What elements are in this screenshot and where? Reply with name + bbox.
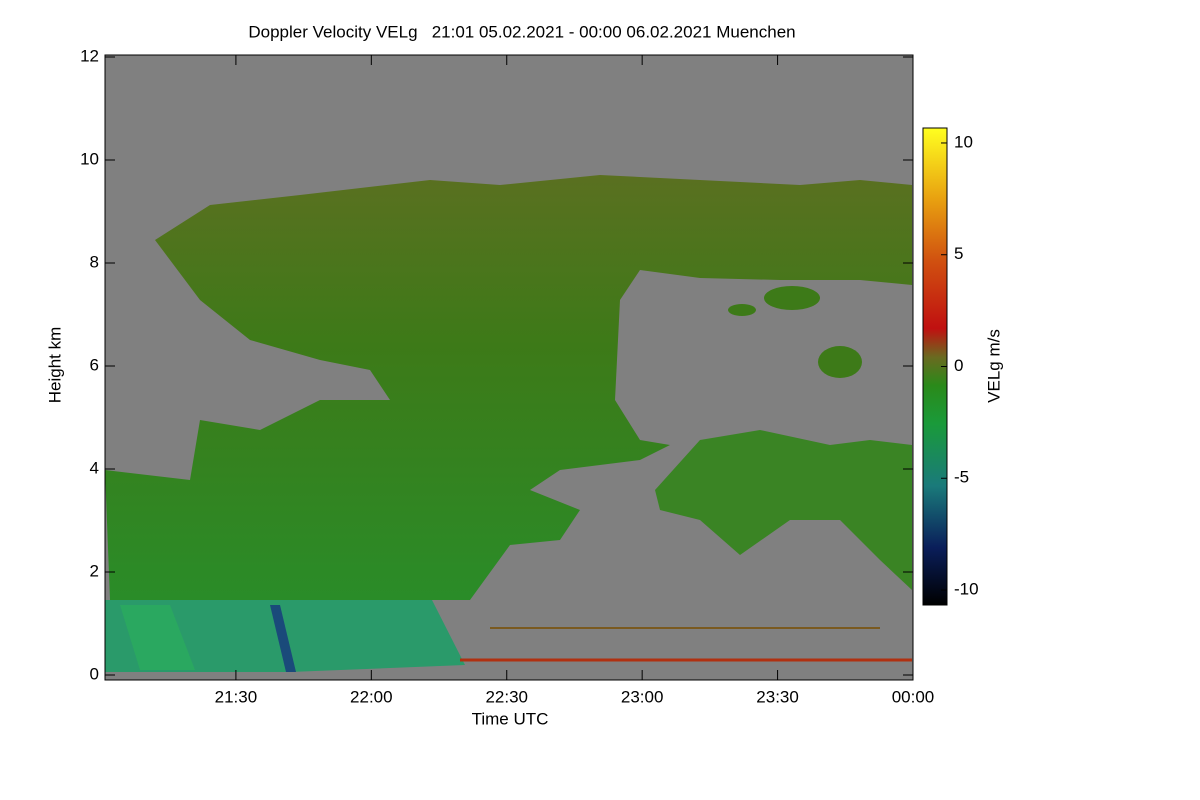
colorbar-tick-label: 0 — [954, 356, 963, 375]
x-tick-label: 23:00 — [621, 687, 664, 706]
y-tick-label: 8 — [90, 252, 99, 271]
x-tick-label: 22:00 — [350, 687, 393, 706]
cloud-region — [728, 304, 756, 316]
y-tick-label: 0 — [90, 664, 99, 683]
y-tick-label: 2 — [90, 561, 99, 580]
y-tick-label: 6 — [90, 355, 99, 374]
cloud-region — [120, 605, 195, 670]
cloud-region — [818, 346, 862, 378]
colorbar-tick-label: -5 — [954, 468, 969, 487]
x-axis-label: Time UTC — [472, 709, 549, 728]
y-tick-label: 4 — [90, 458, 99, 477]
colorbar-tick-label: 5 — [954, 244, 963, 263]
x-tick-label: 21:30 — [215, 687, 258, 706]
x-tick-label: 23:30 — [756, 687, 799, 706]
y-tick-label: 12 — [80, 46, 99, 65]
cloud-region — [270, 605, 296, 672]
cloud-region — [105, 175, 912, 600]
colorbar-tick-label: 10 — [954, 132, 973, 151]
chart-title: Doppler Velocity VELg 21:01 05.02.2021 -… — [248, 22, 795, 41]
colorbar-tick-label: -10 — [954, 580, 979, 599]
cloud-region — [655, 430, 912, 590]
y-tick-label: 10 — [80, 149, 99, 168]
x-tick-label: 00:00 — [892, 687, 935, 706]
heatmap-field — [105, 55, 913, 680]
colorbar-label: VELg m/s — [984, 329, 1003, 403]
cloud-region — [764, 286, 820, 310]
x-tick-label: 22:30 — [485, 687, 528, 706]
y-axis-label: Height km — [45, 327, 64, 404]
plot-frame — [104, 54, 914, 681]
